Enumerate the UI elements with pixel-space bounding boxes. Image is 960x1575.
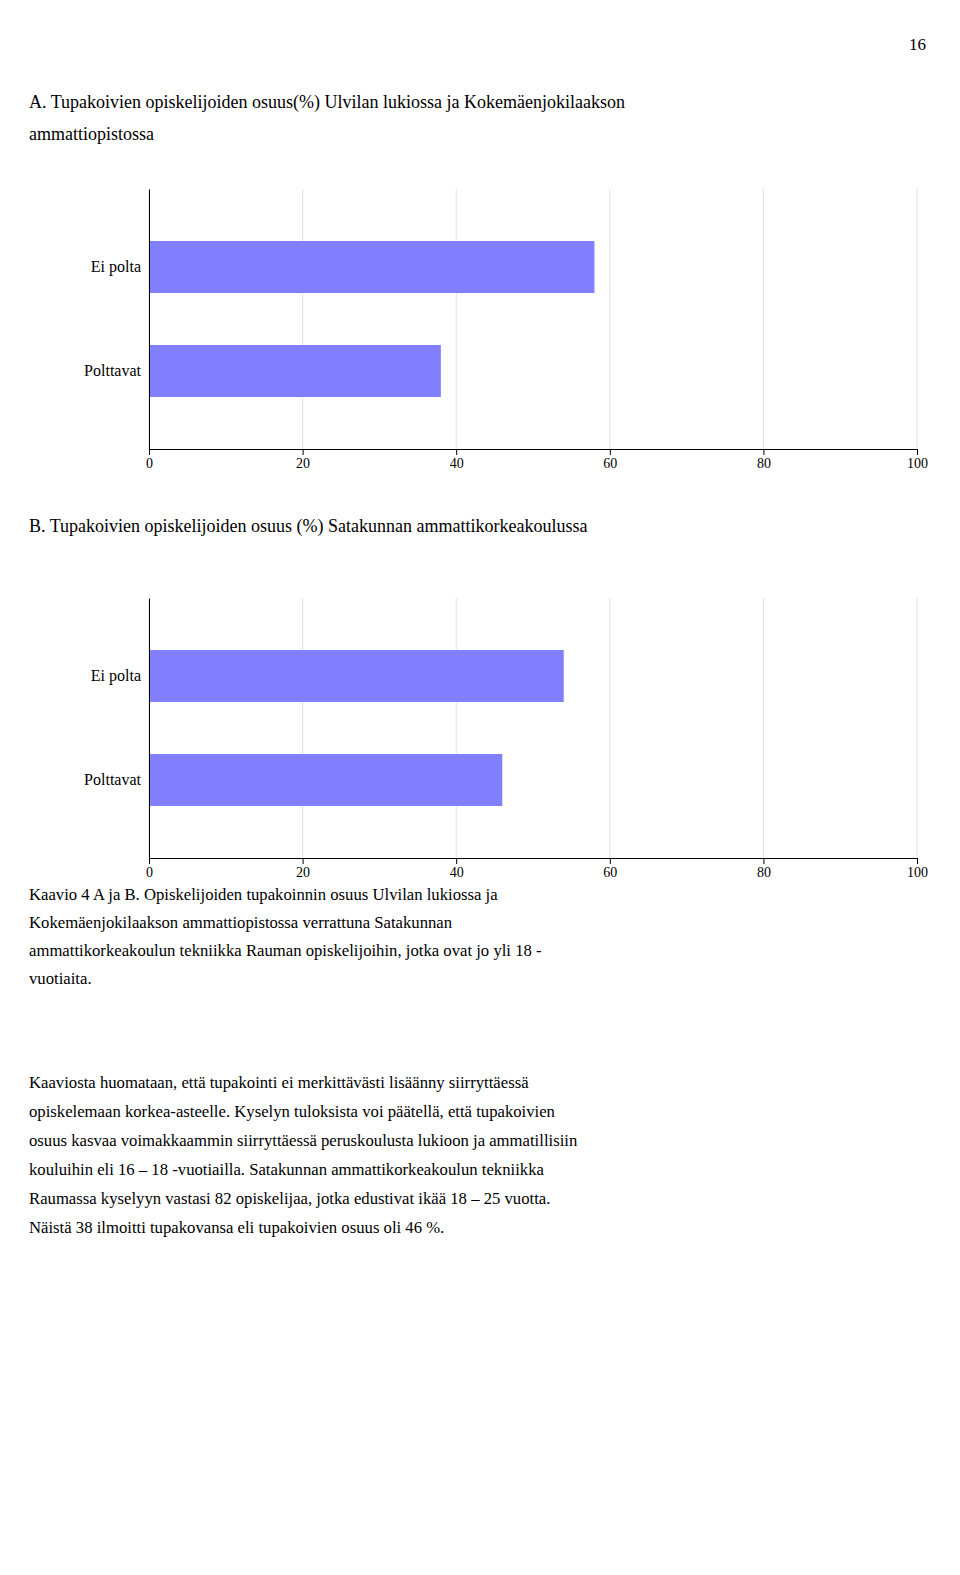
plot: 0 20 40 60 80 100 Polttavat Ei polta [84, 189, 928, 471]
caption-line: ammattikorkeakoulun tekniikka Rauman opi… [29, 941, 542, 960]
paragraph-line: kouluihin eli 16 – 18 -vuotiailla. Satak… [29, 1160, 544, 1179]
x-tick-mark [303, 449, 304, 455]
x-tick: 20 [296, 858, 310, 880]
paragraph-line: osuus kasvaa voimakkaammin siirryttäessä… [29, 1131, 578, 1150]
chart-title-line: B. Tupakoivien opiskelijoiden osuus (%) … [29, 516, 587, 537]
x-tick-mark [149, 858, 150, 864]
page: 16 A. Tupakoivien opiskelijoiden osuus(%)… [0, 0, 960, 1575]
paragraph-line: Raumassa kyselyyn vastasi 82 opiskelijaa… [29, 1189, 550, 1208]
x-tick: 100 [907, 858, 928, 880]
y-axis: Polttavat Ei polta [84, 190, 149, 450]
chart-title: B. Tupakoivien opiskelijoiden osuus (%) … [29, 516, 587, 537]
x-tick-label: 100 [907, 865, 928, 880]
x-tick-label: 80 [757, 865, 771, 880]
chart-title-line: ammattiopistossa [29, 124, 154, 144]
grid-line [763, 598, 764, 858]
x-tick-label: 20 [296, 865, 310, 880]
chart-title: A. Tupakoivien opiskelijoiden osuus(%) U… [29, 92, 625, 144]
plot: 0 20 40 60 80 100 Polttavat Ei polta [84, 598, 928, 880]
grid-line [763, 189, 764, 449]
x-tick-mark [763, 858, 764, 864]
x-tick-mark [456, 449, 457, 455]
chart-title-line: A. Tupakoivien opiskelijoiden osuus(%) U… [29, 92, 625, 113]
bars [149, 241, 594, 397]
x-tick-mark [763, 449, 764, 455]
x-tick-label: 20 [296, 456, 310, 471]
x-axis: 0 20 40 60 80 100 [146, 858, 928, 880]
grid-line [917, 598, 918, 858]
grid-line [302, 189, 303, 449]
caption-line: Kokemäenjokilaakson ammattiopistossa ver… [29, 913, 453, 932]
x-tick-label: 100 [907, 456, 928, 471]
page-number: 16 [909, 35, 926, 54]
x-tick-label: 80 [757, 456, 771, 471]
paragraph: Kaaviosta huomataan, että tupakointi ei … [29, 1073, 578, 1237]
x-tick: 60 [603, 858, 617, 880]
x-axis: 0 20 40 60 80 100 [146, 449, 928, 471]
x-tick-label: 60 [603, 865, 617, 880]
grid-line [149, 598, 150, 858]
caption-line: Kaavio 4 A ja B. Opiskelijoiden tupakoin… [29, 885, 498, 904]
x-tick: 0 [146, 449, 153, 471]
grid-line [456, 189, 457, 449]
x-tick-label: 60 [603, 456, 617, 471]
grid-line [302, 598, 303, 858]
grid [149, 598, 917, 858]
x-tick: 80 [757, 449, 771, 471]
x-tick-mark [456, 858, 457, 864]
caption-line: vuotiaita. [29, 969, 92, 988]
x-tick-mark [149, 449, 150, 455]
x-tick: 100 [907, 449, 928, 471]
x-tick-label: 0 [146, 865, 153, 880]
bars [149, 650, 564, 806]
x-tick: 40 [450, 449, 464, 471]
y-tick-label: Polttavat [84, 362, 141, 379]
grid-line [609, 189, 610, 449]
y-tick: Polttavat [84, 771, 149, 788]
x-axis-line [150, 450, 918, 456]
grid-line [456, 598, 457, 858]
x-tick-mark [303, 858, 304, 864]
paragraph-line: Kaaviosta huomataan, että tupakointi ei … [29, 1073, 529, 1092]
x-axis-line [150, 859, 918, 865]
x-tick: 20 [296, 449, 310, 471]
y-tick-label: Polttavat [84, 771, 141, 788]
x-tick-label: 0 [146, 456, 153, 471]
y-axis-line [149, 190, 150, 450]
bar [149, 650, 564, 702]
x-tick-mark [917, 449, 918, 455]
grid [149, 189, 917, 449]
y-tick: Ei polta [91, 258, 149, 276]
bar [149, 754, 502, 806]
x-tick: 60 [603, 449, 617, 471]
paragraph-line: opiskelemaan korkea-asteelle. Kyselyn tu… [29, 1102, 556, 1121]
caption: Kaavio 4 A ja B. Opiskelijoiden tupakoin… [29, 885, 542, 988]
x-tick-mark [610, 449, 611, 455]
y-tick-label: Ei polta [91, 258, 141, 276]
y-axis: Polttavat Ei polta [84, 599, 149, 859]
x-tick-mark [917, 858, 918, 864]
y-tick-label: Ei polta [91, 667, 141, 685]
y-tick: Polttavat [84, 362, 149, 379]
x-tick-mark [610, 858, 611, 864]
bar [149, 345, 441, 397]
bar [149, 241, 594, 293]
x-tick-label: 40 [450, 456, 464, 471]
x-tick-label: 40 [450, 865, 464, 880]
x-tick: 40 [450, 858, 464, 880]
x-tick: 80 [757, 858, 771, 880]
y-tick: Ei polta [91, 667, 149, 685]
grid-line [149, 189, 150, 449]
grid-line [917, 189, 918, 449]
x-tick: 0 [146, 858, 153, 880]
grid-line [609, 598, 610, 858]
y-axis-line [149, 599, 150, 859]
paragraph-line: Näistä 38 ilmoitti tupakovansa eli tupak… [29, 1218, 444, 1237]
